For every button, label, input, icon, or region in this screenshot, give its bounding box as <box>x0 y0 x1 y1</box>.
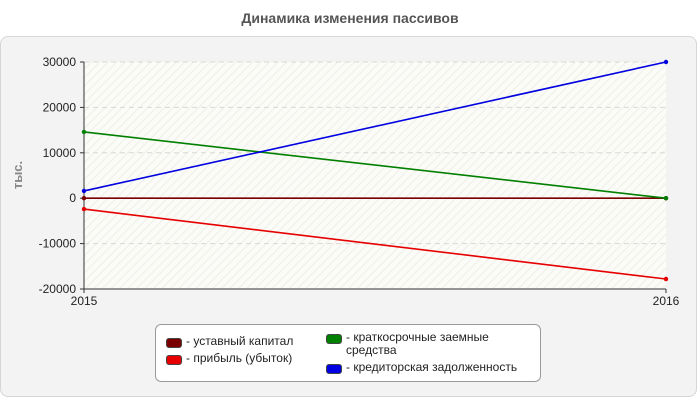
series-line-2 <box>83 131 667 199</box>
x-tick-label: 2015 <box>71 294 98 308</box>
legend-swatch <box>326 334 342 344</box>
series-line-1 <box>83 208 667 280</box>
series-point-2-0 <box>81 129 87 135</box>
series-point-1-0 <box>81 206 87 212</box>
legend-item-pribyl: - прибыль (убыток) <box>166 352 371 365</box>
chart-title: Динамика изменения пассивов <box>241 10 459 26</box>
y-tick-label: -20000 <box>39 282 77 296</box>
legend-label: - краткосрочные заемные средства <box>346 330 489 357</box>
legend-item-ustavny-kapital: - уставный капитал <box>166 335 371 348</box>
series-point-3-0 <box>81 188 87 194</box>
y-tick-label: 30000 <box>43 55 77 69</box>
series-line-3 <box>83 61 667 192</box>
series-point-2-1 <box>663 196 669 201</box>
x-tick-label: 2016 <box>653 294 680 308</box>
x-tick-labels: 2015 2016 <box>71 289 680 308</box>
series-lines <box>81 59 669 282</box>
legend-label: - прибыль (убыток) <box>186 351 293 365</box>
legend-item-kratkosrochnye-zaemnye: - краткосрочные заемные средства <box>326 331 531 357</box>
y-tick-label: 0 <box>69 191 76 205</box>
series-point-0-0 <box>81 196 87 201</box>
plot-area <box>84 62 666 289</box>
y-tick-label: -10000 <box>39 237 77 251</box>
legend-label: - уставный капитал <box>186 334 294 348</box>
series-point-1-1 <box>663 276 669 282</box>
y-tick-label: 20000 <box>43 100 77 114</box>
legend-item-kreditorskaya: - кредиторская задолженность <box>326 361 531 374</box>
series-point-3-1 <box>663 59 669 65</box>
legend-label: - кредиторская задолженность <box>346 360 518 374</box>
y-tick-label: 10000 <box>43 146 77 160</box>
legend-swatch <box>166 338 182 348</box>
legend: - уставный капитал - прибыль (убыток) - … <box>155 324 541 382</box>
y-axis-label: тыс. <box>10 161 25 189</box>
y-tick-labels: 30000 20000 10000 0 -10000 -20000 <box>39 55 84 296</box>
legend-swatch <box>326 364 342 374</box>
legend-swatch <box>166 355 182 365</box>
